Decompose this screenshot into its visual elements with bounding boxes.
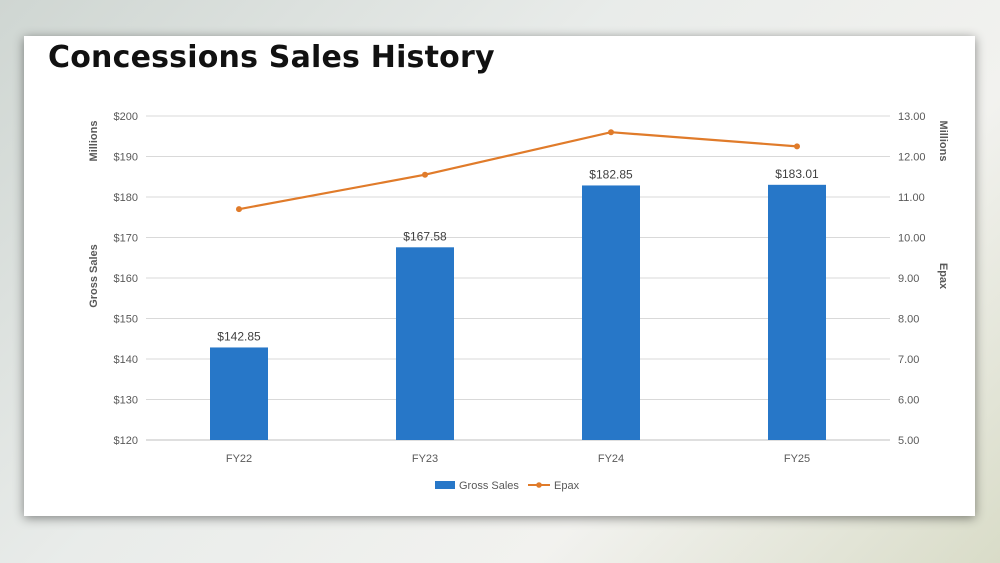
legend-label-gross-sales: Gross Sales [459, 480, 519, 492]
left-axis-tick-label: $120 [114, 435, 138, 447]
legend: Gross Sales Epax [435, 480, 580, 492]
x-axis-ticks: FY22 FY23 FY24 FY25 [226, 453, 810, 465]
left-axis-unit-label: Millions [88, 121, 100, 162]
right-axis-tick-label: 12.00 [898, 152, 926, 164]
left-axis-tick-label: $190 [114, 152, 138, 164]
left-axis-label: Gross Sales [88, 244, 100, 308]
left-axis-tick-label: $180 [114, 192, 138, 204]
epax-point [422, 171, 428, 178]
bar-gross-sales-fy24 [582, 185, 640, 440]
epax-point [608, 129, 614, 136]
bars [210, 184, 826, 440]
legend-swatch-epax-marker [536, 482, 542, 488]
left-axis-ticks: $120 $130 $140 $150 $160 $170 $180 $190 $200 [114, 111, 138, 447]
bar-gross-sales-fy22 [210, 347, 268, 440]
bar-gross-sales-fy25 [768, 184, 826, 440]
right-axis-tick-label: 13.00 [898, 111, 926, 123]
right-axis-unit-label: Millions [937, 121, 949, 162]
left-axis-tick-label: $200 [114, 111, 138, 123]
left-axis-tick-label: $150 [114, 314, 138, 326]
x-axis-tick-label: FY25 [784, 453, 810, 465]
epax-series-line [238, 131, 798, 211]
right-axis-tick-label: 5.00 [898, 435, 919, 447]
right-axis-tick-label: 9.00 [898, 273, 919, 285]
gridlines [146, 115, 890, 441]
right-axis-label: Epax [937, 263, 949, 290]
right-axis-tick-label: 10.00 [898, 233, 926, 245]
legend-swatch-gross-sales [435, 481, 455, 489]
epax-point [236, 206, 242, 213]
right-axis-tick-label: 11.00 [898, 192, 925, 204]
x-axis-tick-label: FY22 [226, 453, 252, 465]
slide: Concessions Sales History $120 $130 $140 $1… [24, 36, 975, 516]
legend-label-epax: Epax [554, 480, 580, 492]
right-axis-tick-label: 7.00 [898, 354, 919, 366]
bar-data-label: $167.58 [403, 229, 447, 243]
right-axis-tick-label: 8.00 [898, 314, 919, 326]
left-axis-tick-label: $140 [114, 354, 138, 366]
x-axis-tick-label: FY23 [412, 453, 438, 465]
bar-data-label: $183.01 [775, 167, 819, 181]
x-axis-tick-label: FY24 [598, 453, 624, 465]
bar-data-label: $142.85 [217, 329, 261, 343]
chart-title: Concessions Sales History [48, 40, 495, 75]
epax-point [794, 143, 800, 150]
right-axis-tick-label: 6.00 [898, 395, 919, 407]
bar-gross-sales-fy23 [396, 247, 454, 440]
chart: $120 $130 $140 $150 $160 $170 $180 $190 $200 5.0… [88, 111, 949, 492]
right-axis-ticks: 5.00 6.00 7.00 8.00 9.00 10.00 11.00 12.00 13.00 [898, 111, 926, 447]
left-axis-tick-label: $170 [114, 233, 138, 245]
epax-line [236, 129, 800, 213]
bar-data-label: $182.85 [589, 167, 633, 181]
bar-data-labels: $142.85 $167.58 $182.85 $183.01 [217, 167, 819, 344]
left-axis-tick-label: $130 [114, 395, 138, 407]
left-axis-tick-label: $160 [114, 273, 138, 285]
